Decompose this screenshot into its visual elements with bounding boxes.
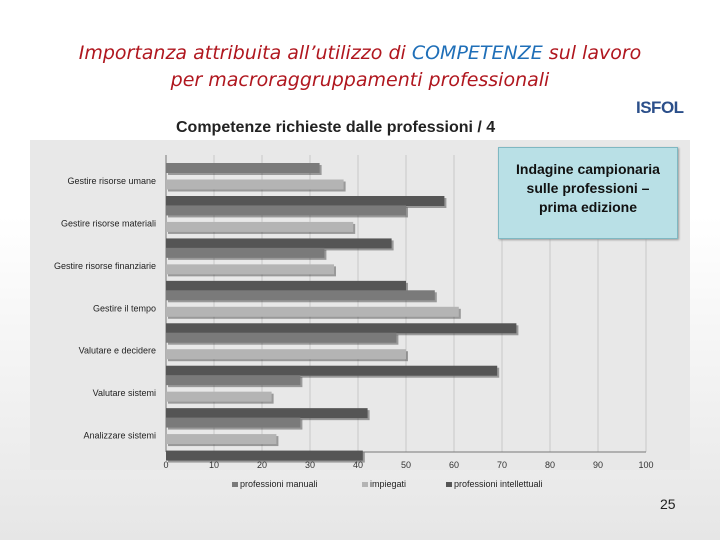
x-tick-label: 30: [305, 460, 315, 470]
x-tick-label: 60: [449, 460, 459, 470]
legend-label: professioni manuali: [240, 479, 318, 489]
x-tick-label: 20: [257, 460, 267, 470]
legend-swatch: [446, 482, 452, 487]
x-tick-label: 70: [497, 460, 507, 470]
title-text-c: sul lavoro: [542, 42, 642, 64]
x-tick-label: 10: [209, 460, 219, 470]
x-tick-label: 90: [593, 460, 603, 470]
info-line-3: prima edizione: [538, 199, 638, 215]
category-label: Gestire risorse umane: [67, 176, 156, 186]
x-tick-label: 50: [401, 460, 411, 470]
bar: [166, 375, 301, 386]
bar: [166, 264, 334, 275]
info-line-1: Indagine campionaria: [516, 161, 660, 177]
page-number: 25: [660, 496, 676, 512]
slide-title-line1: Importanza attribuita all’utilizzo di CO…: [0, 40, 720, 67]
category-label: Valutare e decidere: [79, 346, 156, 356]
legend-label: impiegati: [370, 479, 406, 489]
bar: [166, 349, 406, 360]
bar: [166, 417, 301, 428]
x-tick-label: 0: [163, 460, 168, 470]
isfol-logo: ISFOL: [636, 98, 684, 124]
x-tick-label: 100: [638, 460, 653, 470]
bar: [166, 332, 397, 343]
bar: [166, 450, 363, 461]
bar: [166, 205, 406, 216]
title-keyword: COMPETENZE: [411, 42, 543, 64]
bar: [166, 280, 406, 291]
legend-label: professioni intellettuali: [454, 479, 543, 489]
bar: [166, 408, 368, 419]
logo-text: ISFOL: [636, 98, 684, 117]
bar: [166, 196, 445, 206]
bar: [166, 221, 354, 232]
title-text-a: Importanza attribuita all’utilizzo di: [78, 42, 412, 64]
x-tick-label: 40: [353, 460, 363, 470]
bar: [166, 290, 435, 301]
category-label: Analizzare sistemi: [83, 431, 156, 441]
bar: [166, 391, 272, 402]
info-box: Indagine campionaria sulle professioni –…: [498, 147, 678, 239]
bar: [166, 238, 392, 249]
category-label: Gestire risorse materiali: [61, 218, 156, 228]
category-label: Gestire risorse finanziarie: [54, 261, 156, 271]
slide-title-line2: per macroraggruppamenti professionali: [170, 69, 550, 91]
category-label: Valutare sistemi: [93, 388, 156, 398]
legend-swatch: [232, 482, 238, 487]
category-label: Gestire il tempo: [93, 303, 156, 313]
bar: [166, 247, 325, 258]
slide-title: Importanza attribuita all’utilizzo di CO…: [0, 40, 720, 94]
bar: [166, 179, 344, 190]
bar: [166, 306, 459, 317]
bar: [166, 434, 277, 445]
chart-title: Competenze richieste dalle professioni /…: [176, 119, 496, 136]
bar: [166, 163, 320, 173]
info-line-2: sulle professioni –: [526, 180, 650, 196]
x-tick-label: 80: [545, 460, 555, 470]
bar: [166, 323, 517, 334]
bar: [166, 365, 498, 376]
legend-swatch: [362, 482, 368, 487]
